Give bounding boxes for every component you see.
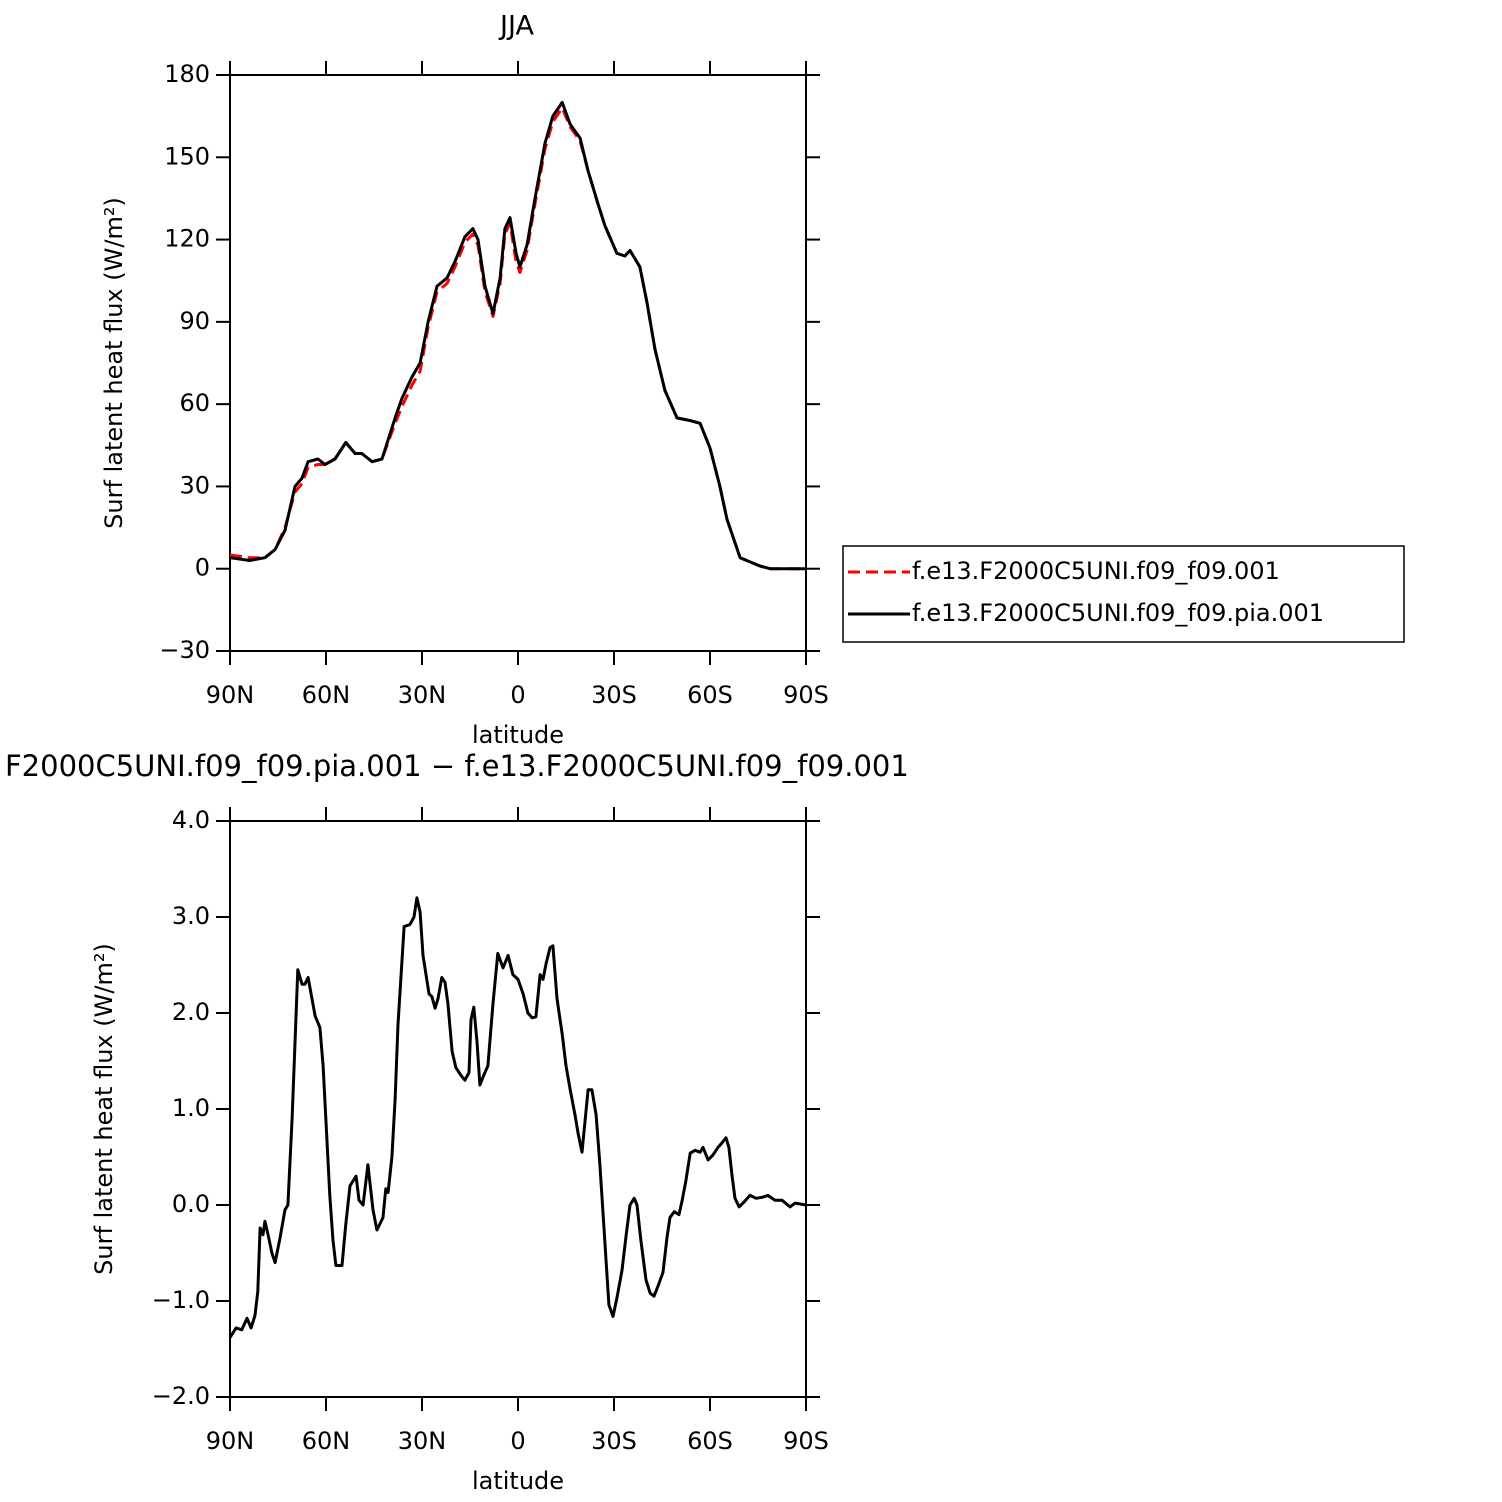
- plot-frame: [229, 820, 807, 1398]
- x-tick-label: 0: [510, 1427, 525, 1455]
- y-axis-label: Surf latent heat flux (W/m²): [100, 197, 128, 529]
- legend-box: [842, 545, 1405, 643]
- x-tick-label: 90N: [206, 1427, 255, 1455]
- x-tick-label: 60N: [302, 1427, 351, 1455]
- legend-label: f.e13.F2000C5UNI.f09_f09.pia.001: [912, 599, 1324, 627]
- y-tick-label: 2.0: [172, 998, 210, 1026]
- x-axis-label: latitude: [472, 721, 564, 749]
- legend-label: f.e13.F2000C5UNI.f09_f09.001: [912, 557, 1280, 585]
- y-tick-label: 0.0: [172, 1190, 210, 1218]
- y-tick-label: 0: [195, 554, 210, 582]
- x-tick-label: 30N: [398, 1427, 447, 1455]
- chart-title: F2000C5UNI.f09_f09.pia.001 − f.e13.F2000…: [5, 749, 909, 783]
- data-line: [229, 106, 806, 571]
- y-tick-label: 150: [164, 142, 210, 170]
- y-tick-label: 4.0: [172, 806, 210, 834]
- plot-frame: [229, 74, 807, 652]
- x-axis-label: latitude: [472, 1467, 564, 1495]
- y-axis-label: Surf latent heat flux (W/m²): [90, 943, 118, 1275]
- y-tick-label: 30: [179, 471, 210, 499]
- x-tick-label: 0: [510, 681, 525, 709]
- chart-title: JJA: [498, 11, 534, 42]
- y-tick-label: −1.0: [152, 1286, 210, 1314]
- y-tick-label: 1.0: [172, 1094, 210, 1122]
- y-tick-label: 3.0: [172, 902, 210, 930]
- y-tick-label: 180: [164, 60, 210, 88]
- x-tick-label: 30S: [591, 1427, 637, 1455]
- y-tick-label: 60: [179, 389, 210, 417]
- x-tick-label: 90S: [783, 1427, 829, 1455]
- x-tick-label: 60S: [687, 1427, 733, 1455]
- x-tick-label: 90N: [206, 681, 255, 709]
- y-tick-label: 90: [179, 307, 210, 335]
- y-tick-label: 120: [164, 225, 210, 253]
- x-tick-label: 60S: [687, 681, 733, 709]
- x-tick-label: 30N: [398, 681, 447, 709]
- data-line: [229, 100, 806, 571]
- x-tick-label: 90S: [783, 681, 829, 709]
- x-tick-label: 30S: [591, 681, 637, 709]
- y-tick-label: −2.0: [152, 1382, 210, 1410]
- y-tick-label: −30: [159, 636, 210, 664]
- x-tick-label: 60N: [302, 681, 351, 709]
- data-line: [228, 896, 807, 1339]
